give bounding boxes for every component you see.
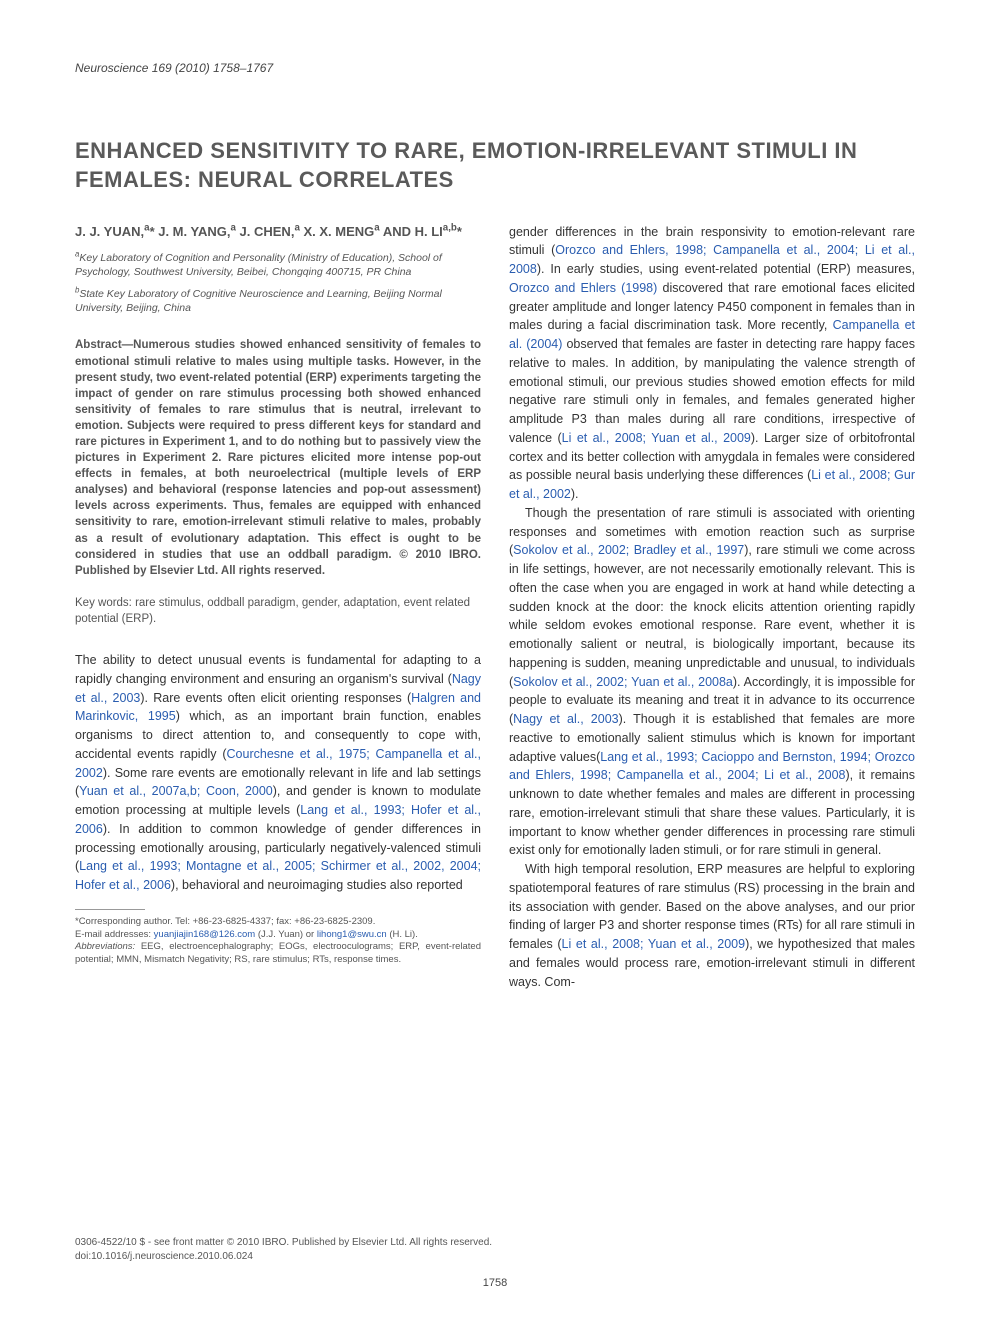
left-body-paragraph: The ability to detect unusual events is …	[75, 651, 481, 895]
footnote-separator	[75, 909, 145, 910]
keywords-text: Key words: rare stimulus, oddball paradi…	[75, 595, 481, 627]
article-title: ENHANCED SENSITIVITY TO RARE, EMOTION-IR…	[75, 137, 915, 194]
abbreviations-footnote: Abbreviations: EEG, electroencephalograp…	[75, 941, 481, 967]
right-body-text: gender differences in the brain responsi…	[509, 223, 915, 992]
intro-paragraph: The ability to detect unusual events is …	[75, 651, 481, 895]
left-column: J. J. YUAN,a* J. M. YANG,a J. CHEN,a X. …	[75, 223, 481, 992]
right-paragraph-1: gender differences in the brain responsi…	[509, 223, 915, 504]
page-footer: 0306-4522/10 $ - see front matter © 2010…	[75, 1236, 915, 1264]
doi-line: doi:10.1016/j.neuroscience.2010.06.024	[75, 1250, 915, 1264]
affiliation-a: aKey Laboratory of Cognition and Persona…	[75, 251, 481, 279]
email-footnote: E-mail addresses: yuanjiajin168@126.com …	[75, 929, 481, 942]
right-paragraph-3: With high temporal resolution, ERP measu…	[509, 860, 915, 991]
affiliation-b: bState Key Laboratory of Cognitive Neuro…	[75, 287, 481, 315]
right-column: gender differences in the brain responsi…	[509, 223, 915, 992]
corresponding-author-footnote: *Corresponding author. Tel: +86-23-6825-…	[75, 916, 481, 929]
right-paragraph-2: Though the presentation of rare stimuli …	[509, 504, 915, 860]
copyright-line: 0306-4522/10 $ - see front matter © 2010…	[75, 1236, 915, 1250]
authors-list: J. J. YUAN,a* J. M. YANG,a J. CHEN,a X. …	[75, 223, 481, 241]
abstract-text: Abstract—Numerous studies showed enhance…	[75, 337, 481, 578]
two-column-layout: J. J. YUAN,a* J. M. YANG,a J. CHEN,a X. …	[75, 223, 915, 992]
page-number: 1758	[0, 1276, 990, 1292]
journal-header: Neuroscience 169 (2010) 1758–1767	[75, 60, 915, 77]
